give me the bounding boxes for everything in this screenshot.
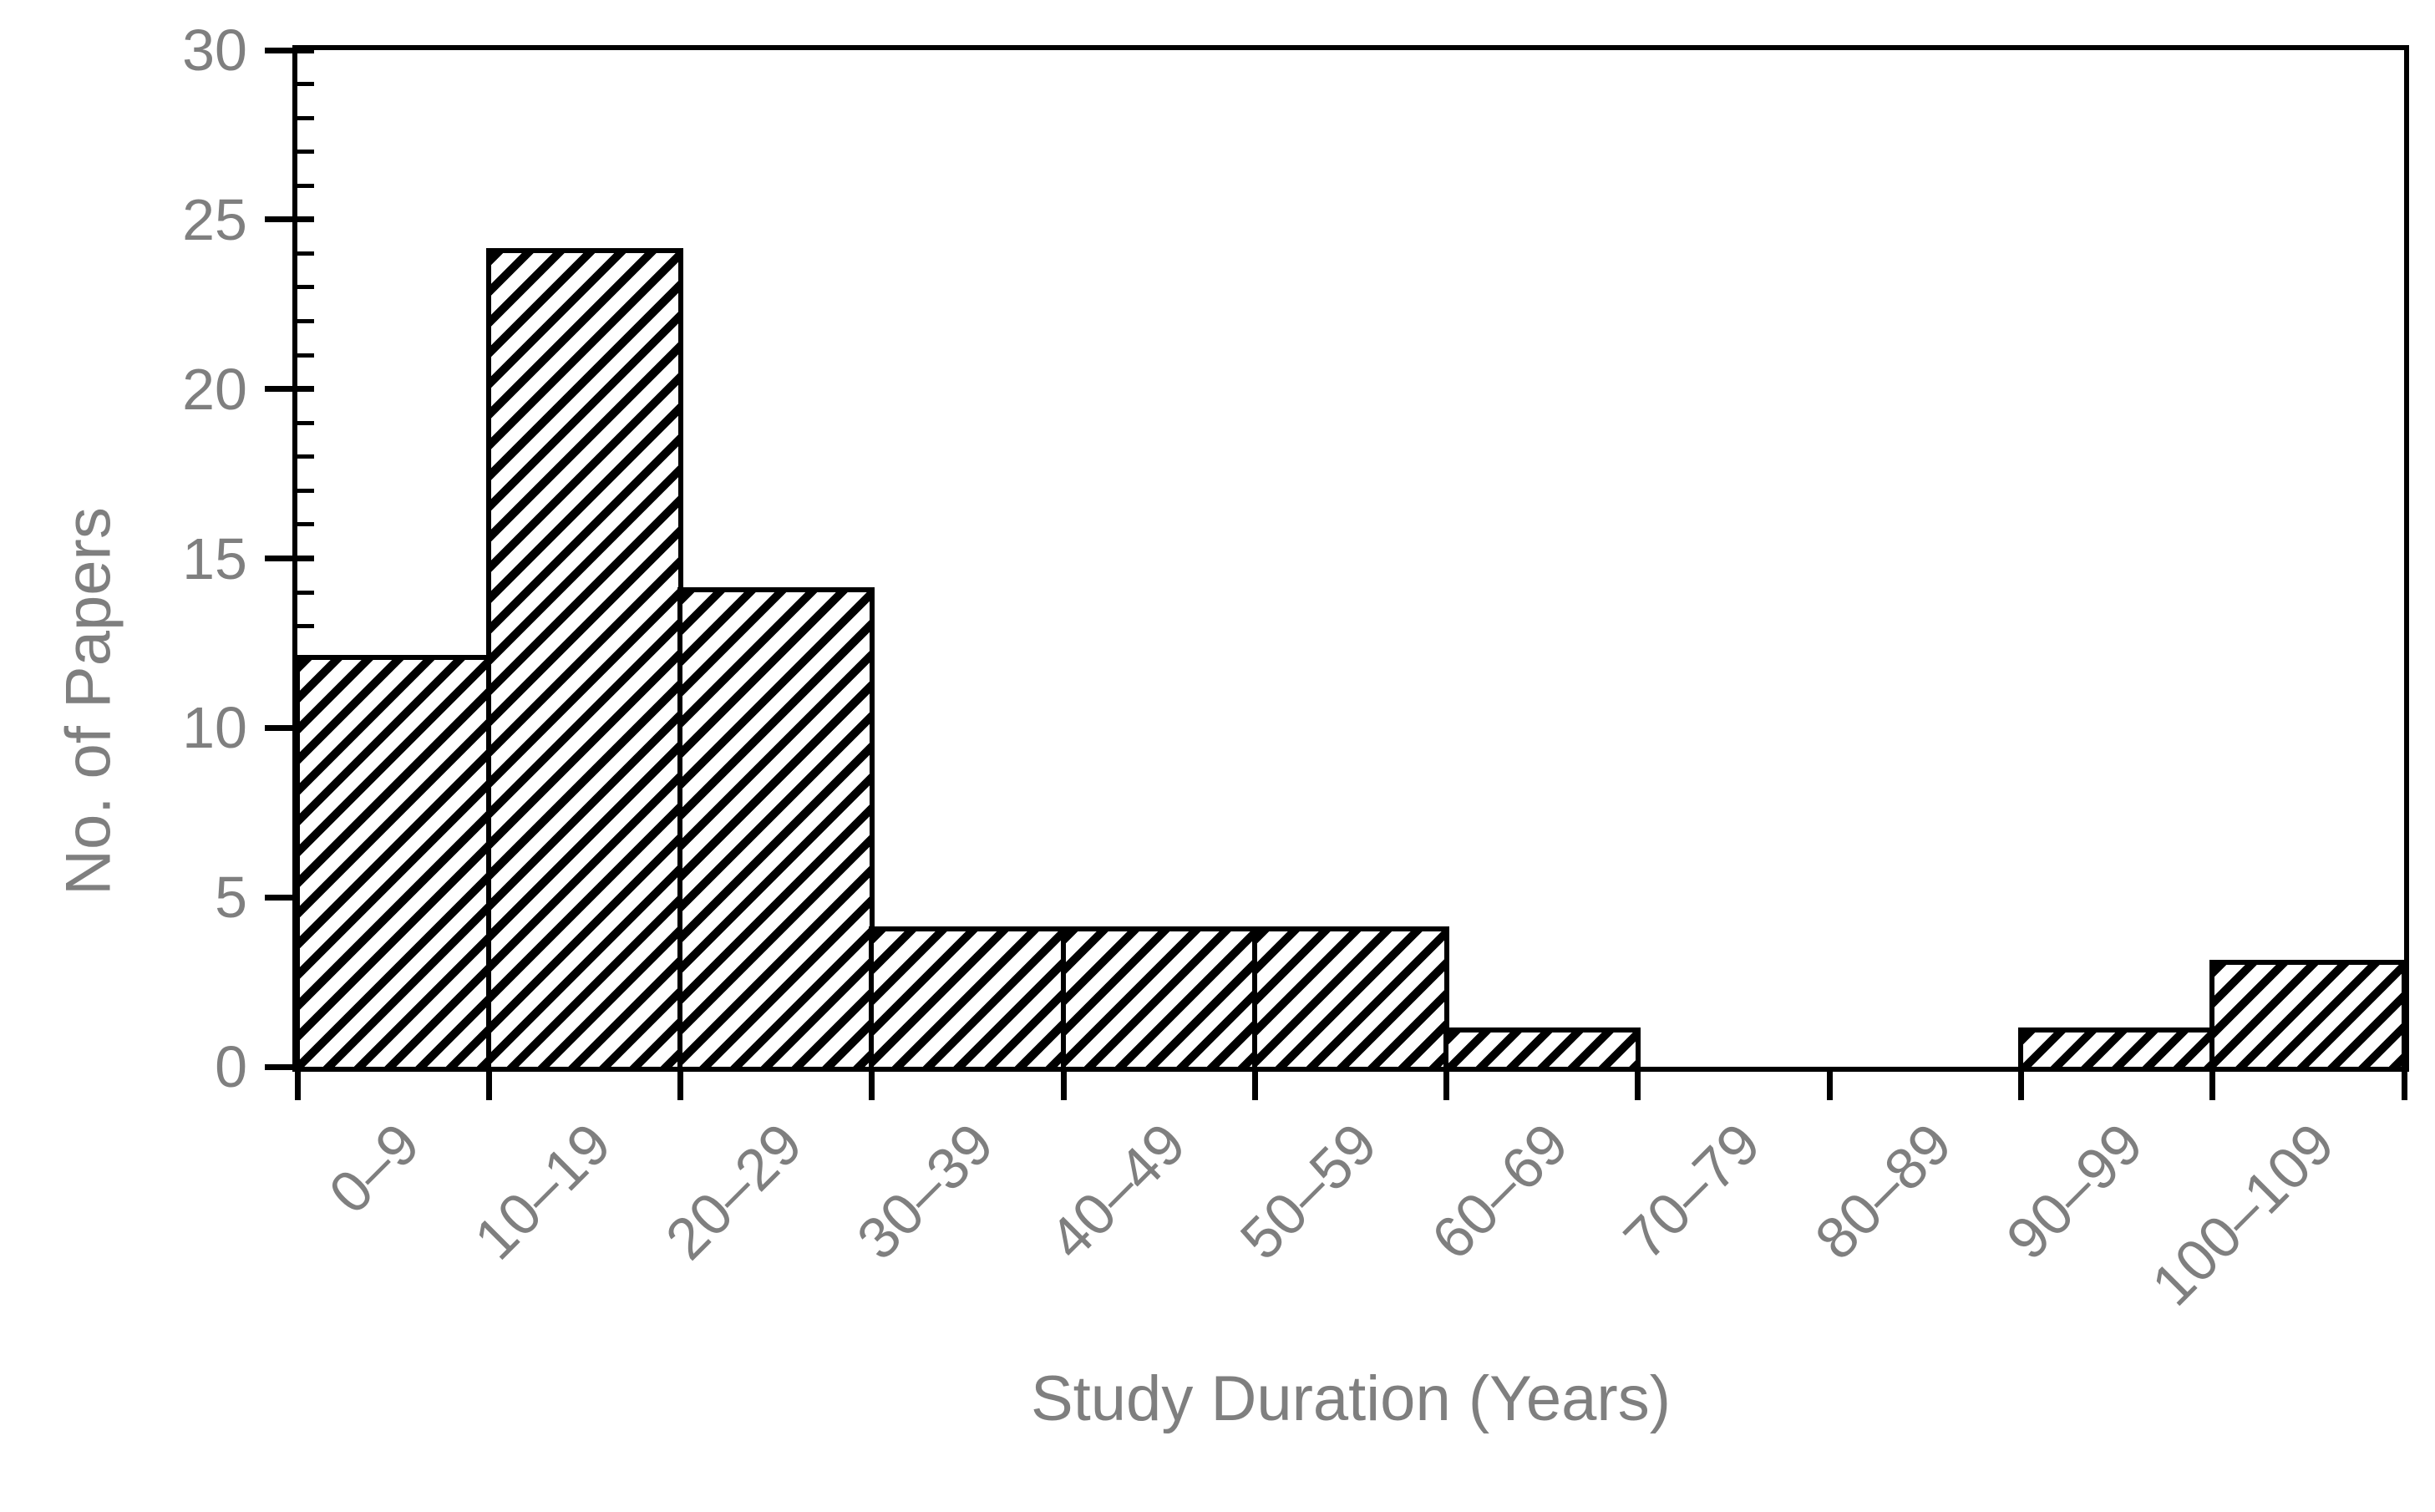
y-minor-tick (297, 183, 314, 188)
x-tick-label: 60–69 (1419, 1110, 1581, 1272)
bar-60–69 (1443, 1027, 1641, 1067)
y-tick-label: 25 (182, 186, 247, 252)
x-tick (869, 1067, 875, 1100)
y-tick-label: 20 (182, 356, 247, 422)
x-tick (2017, 1067, 2024, 1100)
x-tick-label: 90–99 (1994, 1110, 2155, 1272)
y-major-tick (265, 556, 314, 561)
y-major-tick (265, 47, 314, 53)
y-minor-tick (297, 319, 314, 324)
y-minor-tick (297, 251, 314, 256)
x-tick-label: 30–39 (845, 1110, 1007, 1272)
x-tick-label: 10–19 (461, 1110, 623, 1272)
x-tick (2209, 1067, 2216, 1100)
y-minor-tick (297, 522, 314, 527)
x-tick (1060, 1067, 1067, 1100)
y-tick-label: 15 (182, 525, 247, 591)
x-tick (677, 1067, 684, 1100)
y-major-tick (265, 386, 314, 393)
bar-100–109 (2209, 960, 2407, 1067)
bar-40–49 (1060, 926, 1258, 1067)
y-major-tick (265, 894, 314, 901)
x-tick (1251, 1067, 1258, 1100)
bar-30–39 (869, 926, 1067, 1067)
y-minor-tick (297, 590, 314, 595)
y-tick-label: 30 (182, 18, 247, 83)
y-minor-tick (297, 82, 314, 87)
y-major-tick (265, 1063, 314, 1070)
x-tick-label: 40–49 (1036, 1110, 1198, 1272)
bar-20–29 (677, 587, 875, 1067)
y-tick-label: 5 (215, 865, 247, 931)
x-tick-label: 0–9 (316, 1110, 432, 1226)
x-tick (1443, 1067, 1450, 1100)
x-tick-label: 100–109 (2139, 1110, 2347, 1318)
y-minor-tick (297, 285, 314, 290)
y-minor-tick (297, 353, 314, 358)
x-tick (485, 1067, 492, 1100)
x-tick (1826, 1067, 1833, 1100)
y-minor-tick (297, 115, 314, 120)
y-tick-label: 10 (182, 695, 247, 761)
x-axis-title: Study Duration (Years) (1030, 1363, 1671, 1434)
y-tick-label: 0 (215, 1034, 247, 1099)
bar-0–9 (294, 655, 492, 1067)
x-tick (294, 1067, 301, 1100)
y-minor-tick (297, 420, 314, 425)
x-tick-label: 20–29 (653, 1110, 815, 1272)
x-tick-label: 50–59 (1228, 1110, 1389, 1272)
x-tick-label: 80–89 (1802, 1110, 1964, 1272)
y-minor-tick (297, 454, 314, 459)
y-major-tick (265, 216, 314, 223)
x-tick (1635, 1067, 1641, 1100)
x-tick-label: 70–79 (1611, 1110, 1773, 1272)
y-minor-tick (297, 624, 314, 629)
y-minor-tick (297, 488, 314, 493)
bar-90–99 (2017, 1027, 2216, 1067)
y-minor-tick (297, 150, 314, 155)
bar-10–19 (485, 248, 684, 1067)
y-major-tick (265, 724, 314, 731)
x-tick (2401, 1067, 2407, 1100)
bar-50–59 (1251, 926, 1450, 1067)
